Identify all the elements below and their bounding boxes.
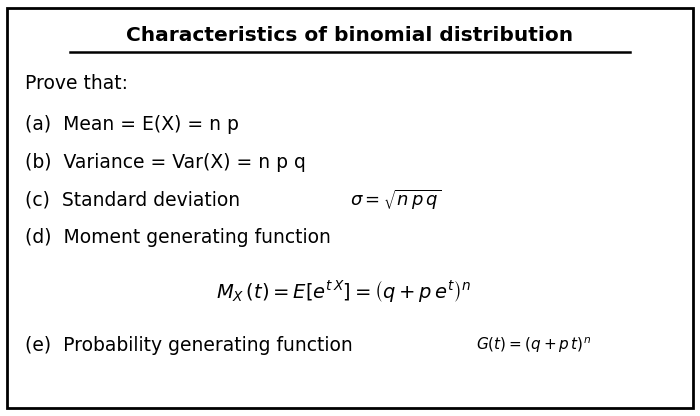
Text: (a)  Mean = E(X) = n p: (a) Mean = E(X) = n p: [25, 115, 239, 134]
Text: Characteristics of binomial distribution: Characteristics of binomial distribution: [127, 26, 573, 45]
Text: $G(t) = \left(q + p\,t\right)^{n}$: $G(t) = \left(q + p\,t\right)^{n}$: [476, 335, 591, 355]
Text: (e)  Probability generating function: (e) Probability generating function: [25, 336, 352, 355]
Text: $\sigma = \sqrt{n\,p\,q}$: $\sigma = \sqrt{n\,p\,q}$: [350, 188, 441, 212]
FancyBboxPatch shape: [7, 8, 693, 408]
Text: $M_{X}\,(t) = E\left[e^{t\,X}\right] = \left(q + p\,e^{t}\right)^{n}$: $M_{X}\,(t) = E\left[e^{t\,X}\right] = \…: [216, 278, 470, 304]
Text: (c)  Standard deviation: (c) Standard deviation: [25, 190, 239, 209]
Text: Prove that:: Prove that:: [25, 74, 127, 93]
Text: (b)  Variance = Var(X) = n p q: (b) Variance = Var(X) = n p q: [25, 153, 305, 172]
Text: (d)  Moment generating function: (d) Moment generating function: [25, 228, 330, 247]
